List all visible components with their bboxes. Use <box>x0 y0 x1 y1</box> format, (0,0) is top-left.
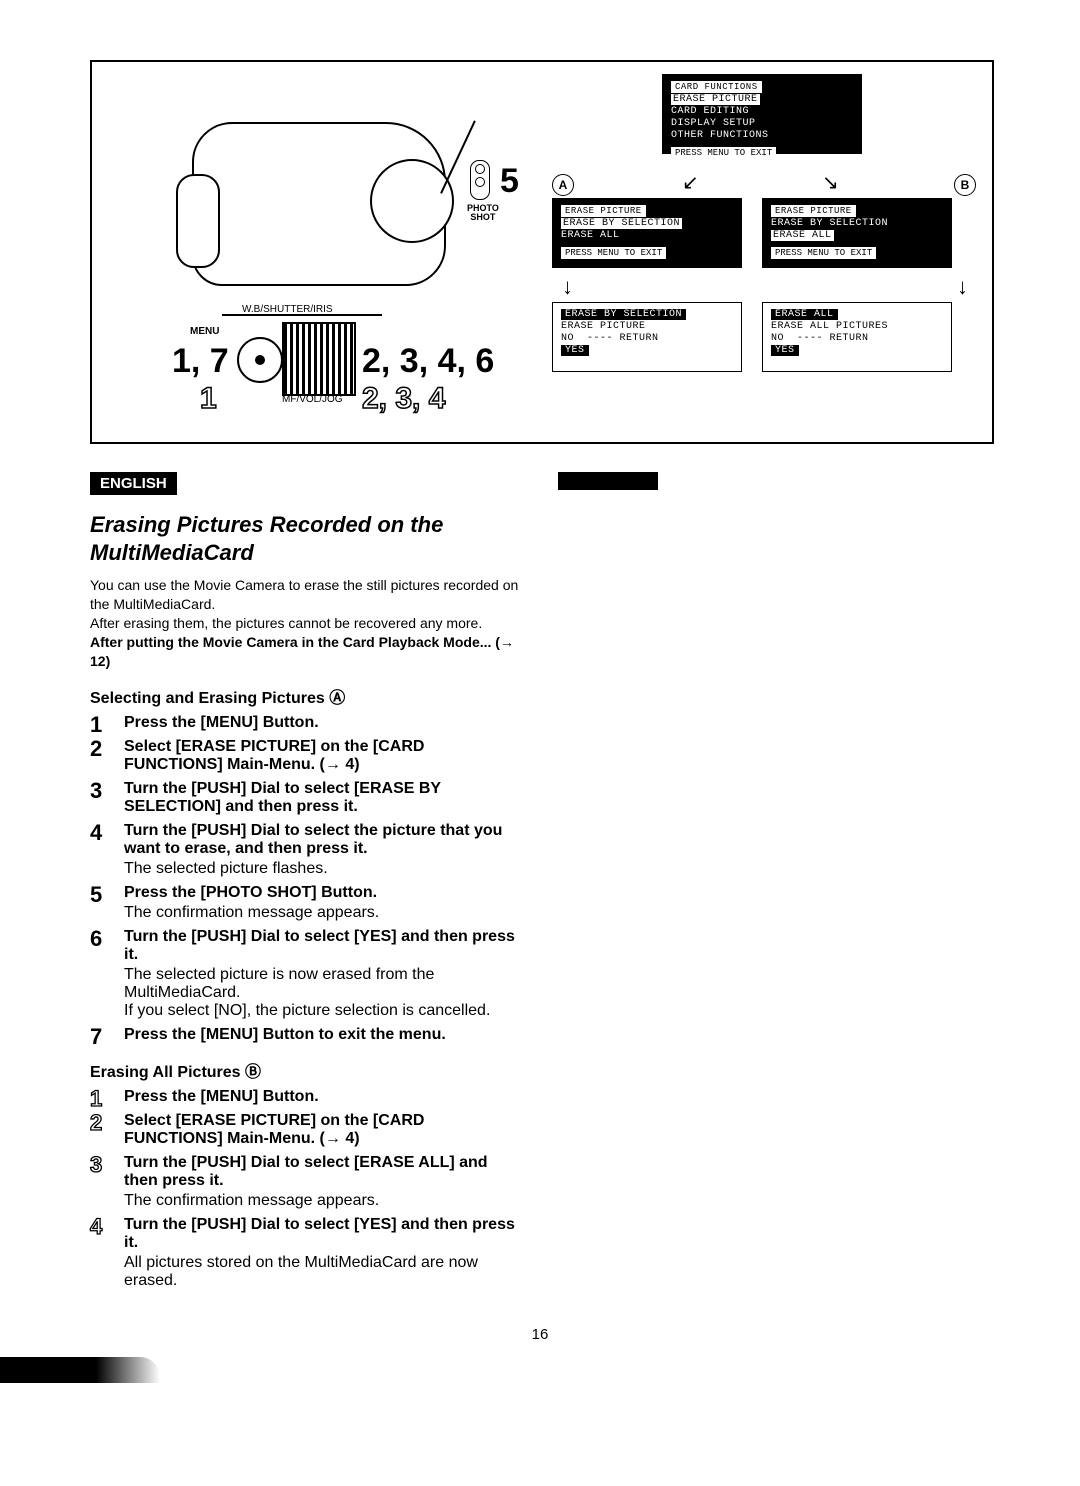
screen-b1: ERASE PICTURE ERASE BY SELECTION ERASE A… <box>762 198 952 268</box>
page-number: 16 <box>90 1326 990 1343</box>
language-tag: ENGLISH <box>90 472 177 495</box>
arrow-icon: ↙ <box>682 170 699 195</box>
section-a-label: Selecting and Erasing Pictures Ⓐ <box>90 684 522 708</box>
arrow-down-icon: ↓ <box>957 274 968 300</box>
callout-outline-1: 1 <box>200 382 217 416</box>
step-item: 1Press the [MENU] Button. <box>90 1088 522 1106</box>
step-item: 4Turn the [PUSH] Dial to select [YES] an… <box>90 1216 522 1290</box>
section-b-label: Erasing All Pictures Ⓑ <box>90 1058 522 1082</box>
page-title: Erasing Pictures Recorded on the MultiMe… <box>90 511 522 566</box>
mfvol-label: MF/VOL/JOG <box>282 394 343 405</box>
step-item: 5Press the [PHOTO SHOT] Button.The confi… <box>90 884 522 922</box>
circle-b-label: B <box>954 174 976 196</box>
left-column: ENGLISH Erasing Pictures Recorded on the… <box>90 472 522 1296</box>
arrow-down-icon: ↓ <box>562 274 573 300</box>
step-item: 3Turn the [PUSH] Dial to select [ERASE B… <box>90 780 522 816</box>
callout-5: 5 <box>500 162 519 201</box>
scan-artifact <box>0 1357 160 1383</box>
steps-b: 1Press the [MENU] Button. 2Select [ERASE… <box>90 1088 522 1290</box>
callout-17: 1, 7 <box>172 342 229 381</box>
step-item: 6Turn the [PUSH] Dial to select [YES] an… <box>90 928 522 1020</box>
circle-a-label: A <box>552 174 574 196</box>
callout-outline-234: 2, 3, 4 <box>362 382 445 416</box>
step-item: 2Select [ERASE PICTURE] on the [CARD FUN… <box>90 1112 522 1148</box>
menu-label: MENU <box>190 326 219 337</box>
menu-screens: A B CARD FUNCTIONS ERASE PICTURE CARD ED… <box>542 74 980 430</box>
step-item: 1Press the [MENU] Button. <box>90 714 522 732</box>
photo-shot-label: PHOTO SHOT <box>467 204 499 222</box>
right-column <box>558 472 990 1296</box>
black-divider-bar <box>558 472 658 490</box>
camera-lens <box>370 159 454 243</box>
camera-body <box>192 122 446 286</box>
step-item: 2Select [ERASE PICTURE] on the [CARD FUN… <box>90 738 522 774</box>
screen-a2: ERASE BY SELECTION ERASE PICTURE NO ----… <box>552 302 742 372</box>
step-item: 4Turn the [PUSH] Dial to select the pict… <box>90 822 522 878</box>
top-diagram: 5 PHOTO SHOT W.B/SHUTTER/IRIS MENU MF/VO… <box>90 60 994 444</box>
camera-grip <box>176 174 220 268</box>
camera-illustration: 5 PHOTO SHOT W.B/SHUTTER/IRIS MENU MF/VO… <box>112 82 522 422</box>
photo-shot-button-icon <box>470 160 490 200</box>
callout-2346: 2, 3, 4, 6 <box>362 342 494 381</box>
intro-text: You can use the Movie Camera to erase th… <box>90 576 522 670</box>
step-item: 7Press the [MENU] Button to exit the men… <box>90 1026 522 1044</box>
steps-a: 1Press the [MENU] Button. 2Select [ERASE… <box>90 714 522 1044</box>
push-dial-icon <box>237 337 283 383</box>
screen-card-functions: CARD FUNCTIONS ERASE PICTURE CARD EDITIN… <box>662 74 862 154</box>
screen-a1: ERASE PICTURE ERASE BY SELECTION ERASE A… <box>552 198 742 268</box>
body-columns: ENGLISH Erasing Pictures Recorded on the… <box>90 472 990 1296</box>
manual-page: 5 PHOTO SHOT W.B/SHUTTER/IRIS MENU MF/VO… <box>0 0 1080 1383</box>
screen-b2: ERASE ALL ERASE ALL PICTURES NO ---- RET… <box>762 302 952 372</box>
arrow-icon: ↘ <box>822 170 839 195</box>
jog-dial-icon <box>282 322 356 396</box>
step-item: 3Turn the [PUSH] Dial to select [ERASE A… <box>90 1154 522 1210</box>
